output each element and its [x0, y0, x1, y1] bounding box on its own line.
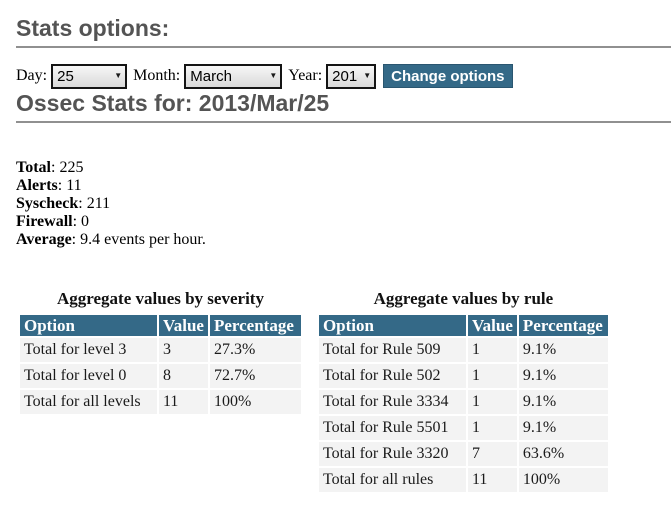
- column-header: Value: [467, 315, 517, 336]
- summary-line: Alerts: 11: [16, 177, 671, 195]
- summary-line: Total: 225: [16, 159, 671, 177]
- summary-label: Average: [16, 231, 72, 248]
- table-cell: Total for level 0: [20, 364, 157, 388]
- month-label: Month:: [133, 67, 181, 84]
- table-row: Total for Rule 5501 1 9.1%: [318, 416, 608, 440]
- stats-options-title: Stats options:: [16, 15, 170, 41]
- summary-value: 9.4 events per hour.: [80, 231, 206, 248]
- summary-line: Average: 9.4 events per hour.: [16, 231, 671, 249]
- table-cell: 1: [467, 416, 517, 440]
- severity-table: Aggregate values by severity Option Value…: [18, 289, 303, 416]
- summary-line: Firewall: 0: [16, 213, 671, 231]
- table-cell: 3: [159, 338, 208, 362]
- header-row: Option Value Percentage: [20, 315, 301, 336]
- stats-for-title: Ossec Stats for: 2013/Mar/25: [16, 90, 330, 116]
- table-row: Total for level 3 3 27.3%: [20, 338, 301, 362]
- table-cell: Total for all rules: [318, 468, 466, 492]
- year-label: Year:: [288, 67, 323, 84]
- table-cell: 1: [467, 338, 517, 362]
- year-select-wrap: 2013 ▼: [326, 63, 377, 89]
- table-row: Total for level 0 8 72.7%: [20, 364, 301, 388]
- table-row: Total for all rules 11 100%: [318, 468, 608, 492]
- table-cell: 9.1%: [518, 338, 608, 362]
- month-select-wrap: March ▼: [184, 63, 283, 89]
- table-cell: 1: [467, 390, 517, 414]
- column-header: Option: [20, 315, 157, 336]
- table-row: Total for all levels 11 100%: [20, 390, 301, 414]
- column-header: Percentage: [518, 315, 608, 336]
- table-cell: 27.3%: [209, 338, 301, 362]
- summary-separator: :: [72, 213, 82, 230]
- table-cell: 1: [467, 364, 517, 388]
- rule-table: Aggregate values by rule Option Value Perc…: [317, 289, 610, 494]
- rule-table-caption: Aggregate values by rule: [373, 289, 554, 308]
- summary-separator: :: [71, 231, 81, 248]
- table-row: Total for Rule 3334 1 9.1%: [318, 390, 608, 414]
- day-select-wrap: 25 ▼: [51, 63, 128, 89]
- table-row: Total for Rule 502 1 9.1%: [318, 364, 608, 388]
- day-label: Day:: [16, 67, 48, 84]
- summary-line: Syscheck: 211: [16, 195, 671, 213]
- table-cell: Total for Rule 509: [318, 338, 466, 362]
- table-cell: 9.1%: [518, 416, 608, 440]
- table-cell: 100%: [209, 390, 301, 414]
- summary-label: Firewall: [16, 213, 73, 230]
- summary-label: Alerts: [16, 177, 58, 194]
- column-header: Percentage: [209, 315, 301, 336]
- table-cell: 7: [467, 442, 517, 466]
- column-header: Option: [318, 315, 466, 336]
- day-select[interactable]: 25: [51, 63, 128, 89]
- summary-value: 0: [81, 213, 90, 230]
- stats-options-form: Day: 25 ▼ Month: March ▼ Year: 2013 ▼ Ch…: [16, 63, 671, 89]
- page: Stats options: Day: 25 ▼ Month: March ▼ …: [16, 15, 671, 494]
- summary-separator: :: [57, 177, 67, 194]
- year-select[interactable]: 2013: [326, 63, 377, 89]
- divider-bottom: [16, 121, 671, 123]
- change-options-button[interactable]: Change options: [383, 64, 513, 88]
- table-cell: Total for Rule 502: [318, 364, 466, 388]
- table-cell: Total for level 3: [20, 338, 157, 362]
- table-cell: 100%: [518, 468, 608, 492]
- summary-value: 11: [66, 177, 82, 194]
- summary-label: Syscheck: [16, 195, 79, 212]
- summary-separator: :: [50, 159, 60, 176]
- severity-table-caption: Aggregate values by severity: [57, 289, 264, 308]
- summary: Total: 225 Alerts: 11 Syscheck: 211 Fire…: [16, 159, 671, 249]
- column-header: Value: [159, 315, 208, 336]
- table-cell: 8: [159, 364, 208, 388]
- table-cell: 72.7%: [209, 364, 301, 388]
- table-cell: 9.1%: [518, 390, 608, 414]
- table-cell: 9.1%: [518, 364, 608, 388]
- summary-value: 225: [59, 159, 84, 176]
- summary-separator: :: [78, 195, 87, 212]
- divider-top: [16, 46, 671, 48]
- summary-value: 211: [86, 195, 111, 212]
- table-cell: 11: [467, 468, 517, 492]
- tables-section: Aggregate values by severity Option Value…: [16, 289, 671, 494]
- table-row: Total for Rule 3320 7 63.6%: [318, 442, 608, 466]
- table-cell: Total for all levels: [20, 390, 157, 414]
- summary-label: Total: [16, 159, 51, 176]
- table-cell: Total for Rule 3320: [318, 442, 466, 466]
- table-cell: 63.6%: [518, 442, 608, 466]
- table-cell: 11: [159, 390, 208, 414]
- month-select[interactable]: March: [184, 63, 283, 89]
- table-row: Total for Rule 509 1 9.1%: [318, 338, 608, 362]
- header-row: Option Value Percentage: [318, 315, 608, 336]
- table-cell: Total for Rule 5501: [318, 416, 466, 440]
- table-cell: Total for Rule 3334: [318, 390, 466, 414]
